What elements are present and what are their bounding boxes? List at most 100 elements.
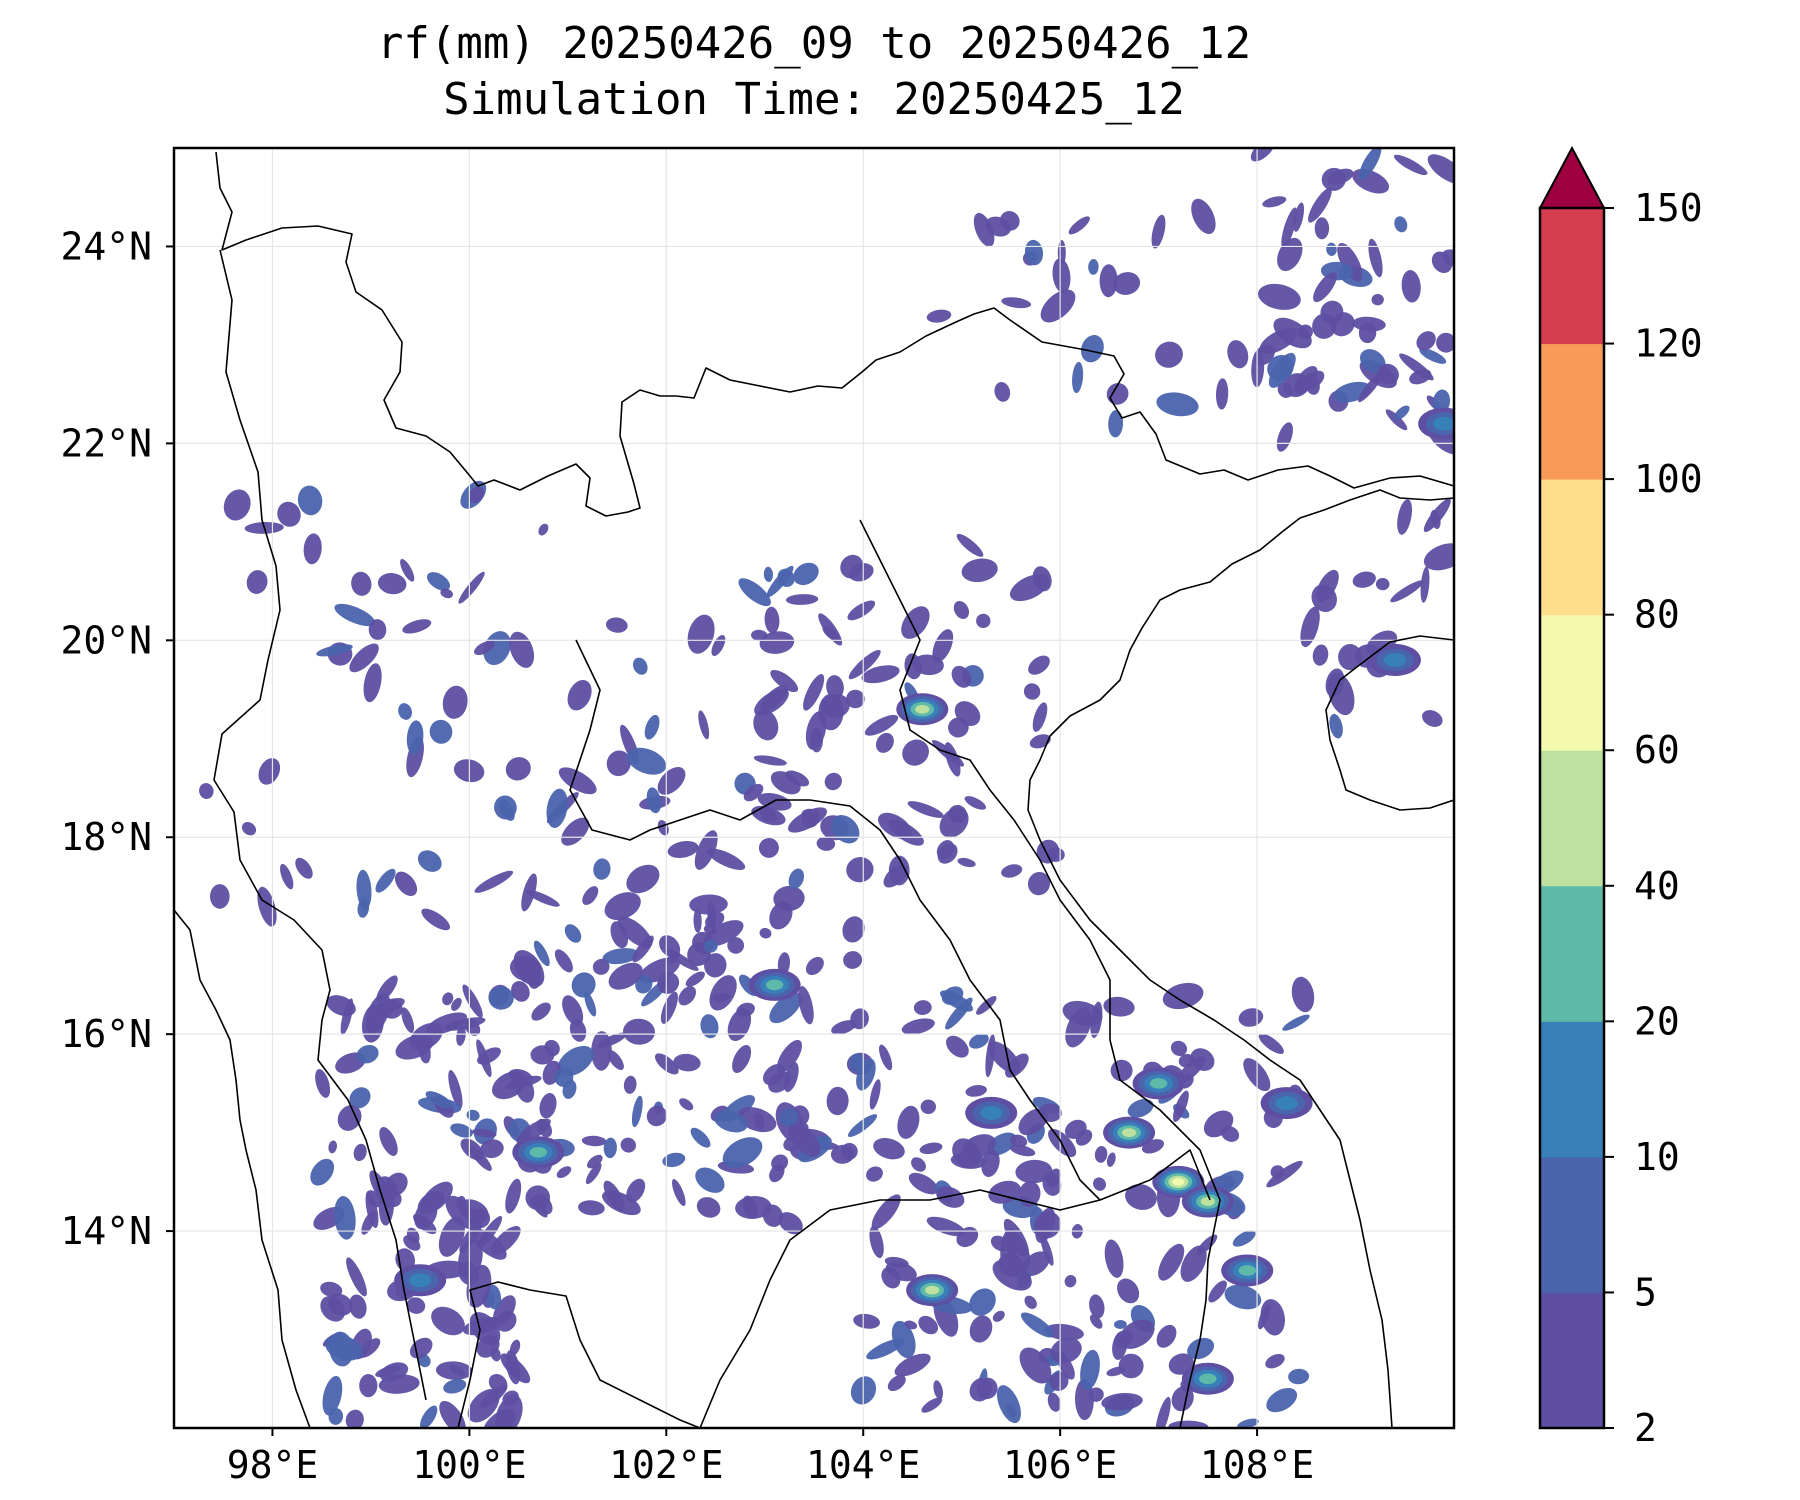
rain-patch xyxy=(673,1053,701,1072)
rain-patch xyxy=(1068,216,1090,235)
rain-patch xyxy=(1208,1280,1227,1303)
rain-patch xyxy=(1155,341,1183,368)
rain-patch xyxy=(310,1158,335,1186)
rain-patch xyxy=(623,1018,655,1045)
rain-patch xyxy=(866,1166,883,1182)
rain-patch xyxy=(1352,571,1376,588)
rain-patch xyxy=(606,750,631,777)
rain-patch xyxy=(368,619,387,641)
rain-patch xyxy=(785,594,819,605)
rain-patch xyxy=(997,1385,1021,1424)
rain-patch xyxy=(1316,569,1339,602)
rain-patch xyxy=(1039,1103,1062,1122)
title-line-2: Simulation Time: 20250425_12 xyxy=(443,74,1185,125)
rain-patch xyxy=(511,981,530,1002)
coastline-myanmar xyxy=(174,909,311,1428)
rain-patch xyxy=(635,975,653,994)
rain-patch xyxy=(417,850,442,872)
rain-patch xyxy=(1028,655,1050,675)
rain-patch xyxy=(620,1137,637,1153)
rain-patch xyxy=(626,747,667,775)
rain-patch xyxy=(884,1256,909,1268)
rain-patch xyxy=(488,986,514,1010)
rain-patch xyxy=(1094,1146,1108,1163)
rain-patch xyxy=(448,1070,463,1109)
rain-patch xyxy=(954,701,981,727)
rain-patch xyxy=(528,970,542,989)
rain-patch xyxy=(810,727,823,753)
rain-patch xyxy=(714,1110,748,1133)
colorbar-band xyxy=(1540,208,1604,345)
rain-patch xyxy=(798,986,814,1025)
rain-patch xyxy=(760,806,778,823)
rain-patch xyxy=(948,804,967,824)
border-line-laos-thailand xyxy=(569,639,1101,1201)
rain-patch xyxy=(1156,392,1199,417)
map-title: rf(mm) 20250426_09 to 20250426_12 Simula… xyxy=(174,16,1454,128)
rain-patch xyxy=(704,939,718,953)
rain-patch xyxy=(1106,383,1129,405)
rain-patch xyxy=(805,956,824,976)
rain-patch xyxy=(945,997,973,1030)
rain-patch xyxy=(1158,1243,1185,1281)
rain-patch xyxy=(1308,187,1332,223)
rain-patch xyxy=(359,1374,378,1398)
rain-patch xyxy=(1312,313,1337,339)
rain-patch xyxy=(340,998,354,1036)
rain-patch xyxy=(1191,198,1216,235)
rain-patch xyxy=(1114,1319,1127,1330)
rain-patch xyxy=(582,886,599,906)
rain-patch xyxy=(901,1018,935,1035)
colorbar-band xyxy=(1540,1021,1604,1158)
colorbar: 2 5 10 20 40 60 80 100 120 150 xyxy=(1538,145,1703,1450)
rain-patch xyxy=(1329,713,1343,739)
colorbar-tick-label: 120 xyxy=(1634,322,1703,366)
rain-patch xyxy=(241,822,257,836)
rain-patch xyxy=(778,1212,803,1235)
rain-patch xyxy=(873,1138,905,1160)
rain-patch xyxy=(1393,405,1410,421)
rain-patch xyxy=(505,757,531,781)
rain-patch xyxy=(295,857,313,879)
rain-patch xyxy=(460,1138,484,1161)
y-tick-label: 16°N xyxy=(60,1012,152,1056)
rain-patch xyxy=(435,1361,473,1380)
rain-cell xyxy=(1275,1096,1298,1110)
rain-patch xyxy=(498,799,515,821)
rain-patch xyxy=(420,1405,438,1428)
rain-patch xyxy=(1237,1418,1259,1428)
rain-patch xyxy=(981,1149,1000,1178)
y-tick-label: 14°N xyxy=(60,1209,152,1253)
rain-patch xyxy=(375,868,396,893)
rain-patch xyxy=(1258,283,1301,310)
colorbar-tick-label: 100 xyxy=(1634,457,1703,501)
rain-patch xyxy=(826,675,844,700)
colorbar-band xyxy=(1540,614,1604,751)
border-line-cambodia xyxy=(699,1149,1211,1428)
rain-patch xyxy=(1281,207,1298,249)
rain-patch xyxy=(1282,1014,1310,1031)
rain-patch xyxy=(785,770,810,787)
rain-patch xyxy=(831,1020,857,1035)
rain-patch xyxy=(257,886,277,927)
rain-patch xyxy=(672,1178,686,1207)
rain-patch xyxy=(361,1004,385,1043)
rain-patch xyxy=(936,1186,965,1208)
rain-patch xyxy=(1397,499,1413,535)
rain-patch xyxy=(516,1118,551,1144)
rain-patch xyxy=(1187,1337,1215,1360)
rain-patch xyxy=(1113,272,1141,295)
rain-patch xyxy=(1118,1353,1144,1379)
rain-patch xyxy=(1238,1008,1264,1027)
rain-patch xyxy=(769,992,803,1024)
rain-patch xyxy=(776,1039,803,1073)
rain-patch xyxy=(763,566,774,582)
rain-patch xyxy=(705,911,725,929)
rain-patch xyxy=(760,684,789,711)
rain-patch xyxy=(660,991,678,1024)
rain-patch xyxy=(1049,1372,1069,1391)
rain-patch xyxy=(1057,240,1066,266)
rain-patch xyxy=(1423,543,1454,571)
rain-patch xyxy=(877,812,912,839)
